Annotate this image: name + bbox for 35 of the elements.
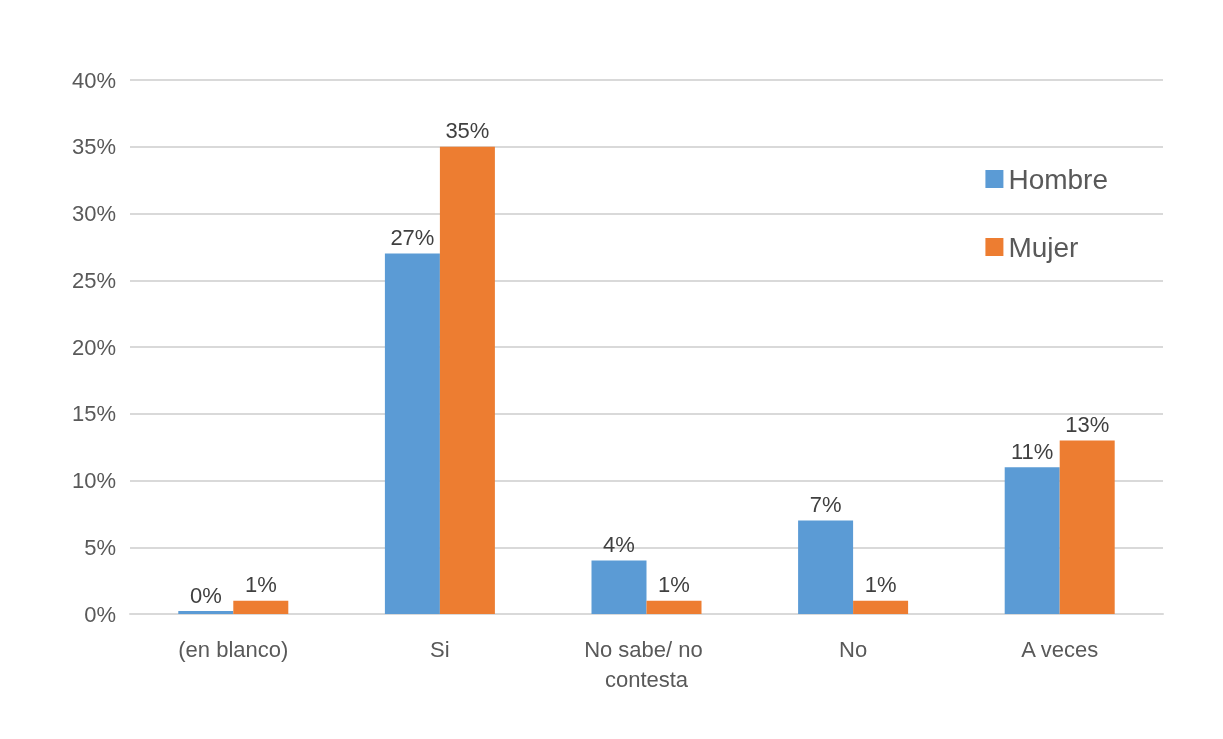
data-label: 1% bbox=[658, 572, 690, 598]
data-label: 13% bbox=[1065, 411, 1110, 437]
x-tick-label: Si bbox=[430, 636, 450, 662]
bar bbox=[591, 560, 647, 614]
data-label: 0% bbox=[189, 582, 222, 608]
bar bbox=[798, 520, 854, 614]
y-tick-label: 25% bbox=[71, 267, 116, 293]
x-tick-label: No bbox=[839, 636, 868, 662]
bar bbox=[1059, 440, 1115, 614]
x-tick-label: No sabe/ no contesta bbox=[584, 636, 709, 692]
data-label: 4% bbox=[603, 532, 635, 558]
y-tick-label: 40% bbox=[71, 67, 116, 93]
bar bbox=[1004, 467, 1060, 614]
y-tick-label: 35% bbox=[71, 134, 116, 160]
bar bbox=[853, 600, 909, 614]
data-label: 7% bbox=[809, 492, 842, 518]
y-tick-label: 5% bbox=[84, 534, 116, 560]
y-tick-label: 0% bbox=[84, 601, 116, 627]
legend-label: Hombre bbox=[1008, 163, 1109, 195]
y-tick-label: 15% bbox=[71, 401, 116, 427]
y-tick-label: 30% bbox=[71, 201, 116, 226]
legend-label: Mujer bbox=[1008, 231, 1079, 263]
bar bbox=[439, 146, 495, 614]
bar bbox=[233, 600, 289, 614]
data-label: 35% bbox=[445, 118, 490, 144]
data-label: 1% bbox=[864, 572, 897, 598]
data-label: 1% bbox=[244, 572, 277, 598]
y-tick-label: 20% bbox=[71, 334, 116, 360]
x-tick-label: (en blanco) bbox=[178, 636, 289, 662]
y-tick-label: 10% bbox=[71, 468, 116, 493]
bar bbox=[646, 600, 702, 614]
bar bbox=[384, 253, 440, 614]
data-label: 11% bbox=[1011, 438, 1054, 464]
data-label: 27% bbox=[390, 225, 435, 251]
x-tick-label: A veces bbox=[1021, 636, 1099, 662]
